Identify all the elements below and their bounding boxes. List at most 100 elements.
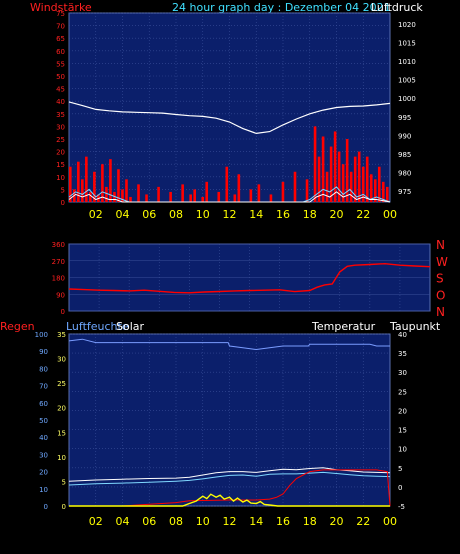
wind-tick-label: 0 (61, 199, 65, 207)
climate-panel: 010203040506070809010005101520253035-505… (35, 331, 407, 528)
x-tick-label: 20 (330, 515, 344, 528)
series-luftfeuchte (68, 338, 390, 351)
wind-gust-bar (189, 194, 192, 202)
wind-gust-bar (249, 189, 253, 202)
temperature-tick-label: 35 (398, 350, 407, 358)
x-tick-label: 18 (303, 208, 317, 221)
compass-label: N (436, 305, 445, 319)
temperature-tick-label: 25 (398, 388, 407, 396)
wind-gust-bar (121, 189, 124, 202)
wind-gust-bar (365, 156, 369, 202)
x-tick-label: 08 (169, 515, 183, 528)
x-tick-label: 20 (330, 208, 344, 221)
wind-gust-bar (281, 181, 285, 202)
solar-tick-label: 5 (62, 478, 66, 486)
solar-tick-label: 25 (57, 380, 66, 388)
pressure-tick-label: 1020 (398, 21, 416, 29)
humidity-tick-label: 0 (44, 503, 48, 511)
wind-gust-bar (137, 184, 140, 202)
wind-gust-bar (181, 184, 184, 202)
temperature-tick-label: 30 (398, 369, 407, 377)
wind-gust-bar (369, 174, 373, 202)
humidity-tick-label: 20 (39, 469, 48, 477)
dewpoint-axis-title: Taupunkt (389, 320, 441, 333)
wind-tick-label: 45 (56, 86, 65, 94)
wind-gust-bar (325, 171, 329, 202)
wind-tick-label: 15 (56, 161, 65, 169)
wind-gust-bar (377, 166, 381, 202)
wind-gust-bar (205, 181, 209, 202)
pressure-tick-label: 980 (398, 169, 411, 177)
x-tick-label: 10 (196, 208, 210, 221)
wind-panel: 0510152025303540455055606570759759809859… (56, 10, 416, 221)
wind-gust-bar (69, 166, 72, 202)
series-temperatur (68, 467, 391, 482)
wind-tick-label: 55 (56, 60, 65, 68)
solar-axis-title: Solar (116, 320, 145, 333)
wind-gust-bar (349, 171, 353, 202)
x-tick-label: 02 (89, 515, 103, 528)
wind-tick-label: 25 (56, 136, 65, 144)
wind-gust-bar (317, 156, 321, 202)
series-mean2 (68, 191, 391, 203)
x-tick-label: 04 (116, 515, 130, 528)
temperature-tick-label: 10 (398, 446, 407, 454)
solar-tick-label: 0 (62, 503, 66, 511)
x-tick-label: 12 (223, 208, 237, 221)
humidity-tick-label: 50 (39, 417, 48, 425)
wind-gust-bar (85, 156, 88, 202)
wind-tick-label: 10 (56, 174, 65, 182)
pressure-tick-label: 985 (398, 151, 411, 159)
wind-axis-title: Windstärke (30, 1, 92, 14)
wind-gust-bar (101, 164, 104, 202)
wind-gust-bar (129, 196, 132, 202)
climate-plot-area (68, 333, 391, 507)
wind-gust-bar (193, 189, 196, 202)
humidity-axis-title: Luftfeuchte (66, 320, 129, 333)
wind-gust-bar (345, 139, 349, 202)
humidity-tick-label: 80 (39, 365, 48, 373)
x-tick-label: 06 (142, 515, 156, 528)
wind-gust-bar (321, 136, 325, 202)
x-tick-label: 16 (276, 208, 290, 221)
wind-gust-bar (157, 186, 160, 202)
x-tick-label: 22 (356, 515, 370, 528)
wind-gust-bar (329, 146, 333, 202)
wind-tick-label: 20 (56, 149, 65, 157)
compass-label: N (436, 238, 445, 252)
x-tick-label: 18 (303, 515, 317, 528)
wind-tick-label: 75 (56, 10, 65, 18)
wind-tick-label: 5 (61, 186, 65, 194)
wind-gust-bar (237, 174, 241, 202)
wind-gust-bar (257, 184, 261, 202)
humidity-tick-label: 90 (39, 348, 48, 356)
temperature-tick-label: 40 (398, 331, 407, 339)
compass-label: O (436, 288, 445, 302)
x-tick-label: 06 (142, 208, 156, 221)
wind-gust-bar (313, 126, 317, 202)
rain-axis-title: Regen (0, 320, 35, 333)
wind-gust-bar (217, 191, 221, 202)
humidity-tick-label: 10 (39, 486, 48, 494)
wind-tick-label: 40 (56, 98, 65, 106)
wind-tick-label: 50 (56, 73, 65, 81)
wind-gust-bar (109, 159, 112, 202)
wind-gust-bar (341, 164, 345, 202)
series-taupunkt (68, 471, 391, 486)
x-tick-label: 14 (249, 515, 263, 528)
x-tick-label: 22 (356, 208, 370, 221)
humidity-tick-label: 30 (39, 451, 48, 459)
series-regen (69, 469, 391, 507)
direction-tick-label: 90 (56, 291, 65, 299)
temperature-tick-label: 0 (398, 484, 402, 492)
humidity-tick-label: 40 (39, 434, 48, 442)
temperature-tick-label: 5 (398, 465, 402, 473)
x-tick-label: 08 (169, 208, 183, 221)
pressure-tick-label: 975 (398, 188, 411, 196)
solar-tick-label: 35 (57, 331, 66, 339)
humidity-tick-label: 70 (39, 383, 48, 391)
wind-gust-bar (201, 196, 205, 202)
x-tick-label: 00 (383, 515, 397, 528)
